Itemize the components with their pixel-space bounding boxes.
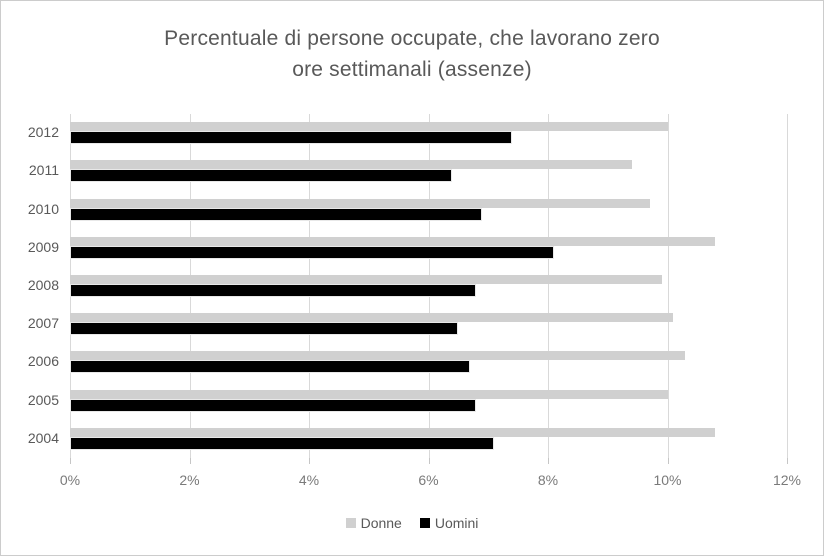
bar-uomini-2004 [70, 436, 495, 450]
bar-uomini-2007 [70, 322, 459, 336]
gridline-10% [667, 114, 669, 458]
bar-donne-2007 [70, 313, 674, 323]
bar-uomini-2008 [70, 284, 477, 297]
axis-tick-8% [548, 458, 549, 464]
bar-uomini-2005 [70, 398, 477, 412]
axis-tick-2% [189, 458, 191, 464]
bar-donne-2004 [70, 427, 716, 437]
legend: Donne Uomini [1, 515, 823, 531]
x-axis-label-10%: 10% [653, 472, 682, 488]
bar-uomini-2012 [70, 131, 513, 145]
x-axis-label-12%: 12% [772, 472, 802, 488]
chart-title-line-2: ore settimanali (assenze) [292, 58, 532, 81]
legend-label-uomini: Uomini [434, 515, 479, 531]
legend-swatch-uomini [419, 518, 430, 528]
category-label-2008: 2008 [27, 277, 59, 293]
legend-item-uomini: Uomini [419, 515, 479, 531]
category-label-2006: 2006 [27, 353, 59, 370]
axis-tick-12% [787, 458, 788, 464]
axis-tick-10% [667, 458, 669, 464]
category-label-2010: 2010 [27, 200, 59, 217]
category-label-2009: 2009 [27, 238, 59, 255]
x-axis-label-2%: 2% [179, 472, 200, 488]
x-axis-label-8%: 8% [537, 472, 559, 488]
gridline-12% [787, 114, 788, 458]
category-label-2005: 2005 [27, 391, 59, 408]
category-label-2012: 2012 [27, 124, 59, 141]
bar-donne-2005 [70, 389, 668, 399]
category-label-2011: 2011 [28, 162, 59, 179]
bar-uomini-2010 [70, 207, 483, 221]
axis-tick-0% [70, 458, 71, 464]
chart-title-line-1: Percentuale di persone occupate, che lav… [164, 27, 660, 50]
bar-uomini-2011 [70, 169, 453, 183]
bar-uomini-2009 [70, 245, 554, 259]
bar-donne-2011 [70, 160, 632, 170]
category-label-2004: 2004 [27, 429, 59, 446]
category-label-2007: 2007 [27, 315, 59, 332]
axis-tick-6% [428, 458, 430, 464]
bar-donne-2010 [70, 198, 650, 208]
bar-donne-2006 [70, 351, 686, 361]
legend-label-donne: Donne [360, 515, 402, 531]
x-axis-label-0%: 0% [59, 472, 81, 488]
bar-donne-2008 [70, 275, 662, 284]
bar-uomini-2006 [70, 360, 471, 374]
x-axis-label-4%: 4% [298, 472, 320, 488]
bar-donne-2009 [70, 236, 716, 246]
chart-title: Percentuale di persone occupate, che lav… [1, 23, 823, 85]
legend-swatch-donne [345, 518, 356, 528]
x-axis-label-6%: 6% [418, 472, 439, 488]
legend-item-donne: Donne [345, 515, 402, 531]
axis-tick-4% [309, 458, 310, 464]
bar-donne-2012 [70, 122, 668, 132]
gridline-8% [548, 114, 549, 458]
